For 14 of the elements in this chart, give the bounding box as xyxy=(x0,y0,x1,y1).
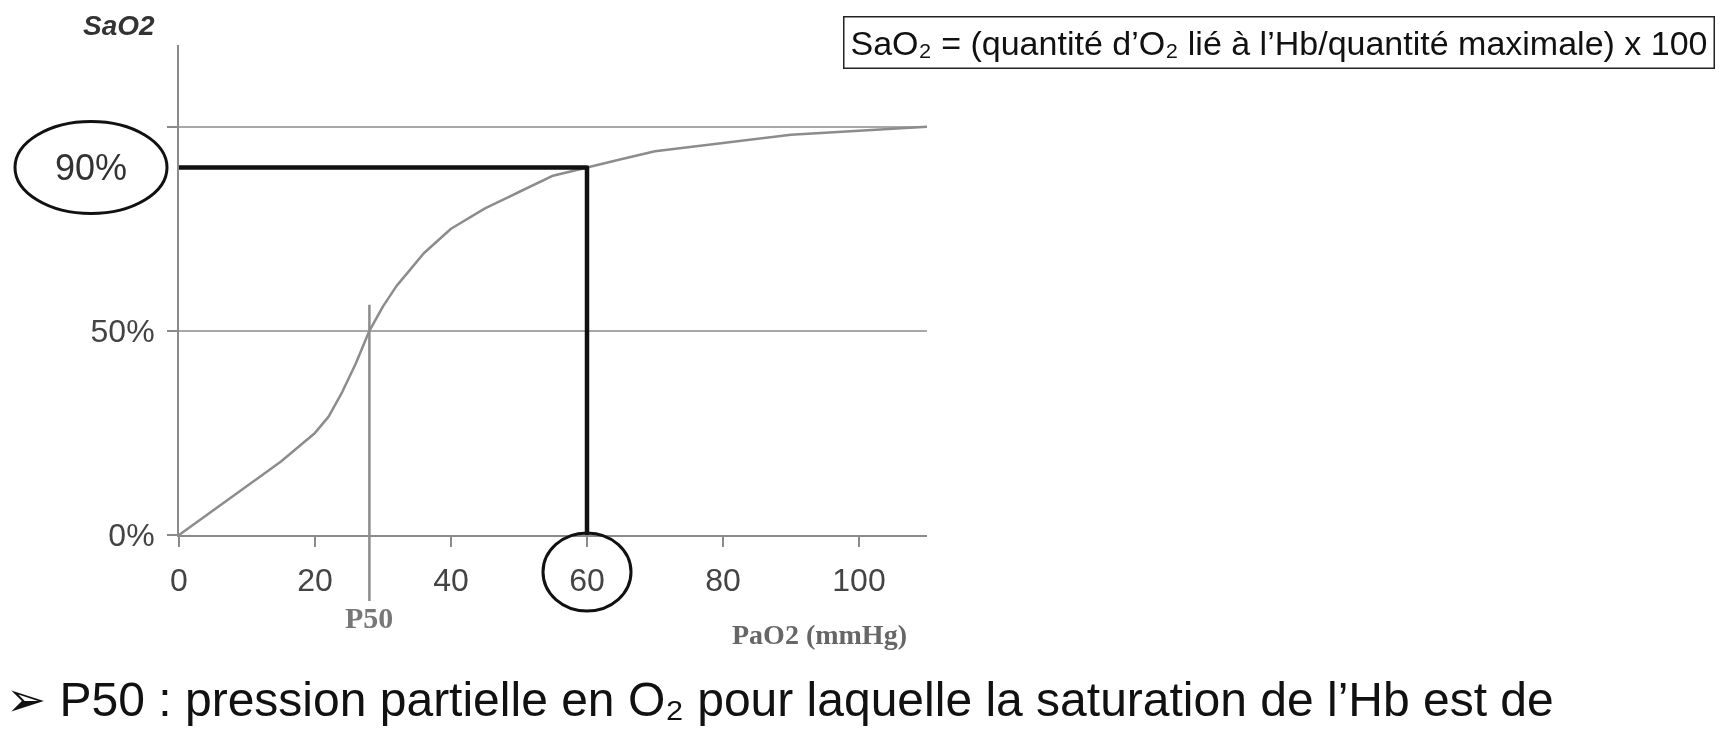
text: ➢ P50 : pression partielle en O₂ pour laquelle la saturation de l’Hb est de xyxy=(6,673,1554,726)
y-axis-title: SaO2 xyxy=(83,10,156,41)
x-tick-label: 20 xyxy=(297,562,333,599)
x-tick-label: 0 xyxy=(170,562,188,599)
annotation: 90% xyxy=(55,147,128,188)
ref-line-label: P50 xyxy=(345,601,394,634)
y-tick-label: 50% xyxy=(90,313,155,350)
x-tick-label: 60 xyxy=(569,562,605,599)
x-axis-title: PaO2 (mmHg) xyxy=(732,619,907,650)
x-tick-label: 100 xyxy=(832,562,886,599)
x-tick-label: 80 xyxy=(705,562,741,599)
x-tick-label: 40 xyxy=(433,562,469,599)
y-tick-label: 0% xyxy=(108,517,155,554)
annotation: SaO₂ = (quantité d’O₂ lié à l’Hb/quantité maximale) x 100 xyxy=(850,23,1708,62)
